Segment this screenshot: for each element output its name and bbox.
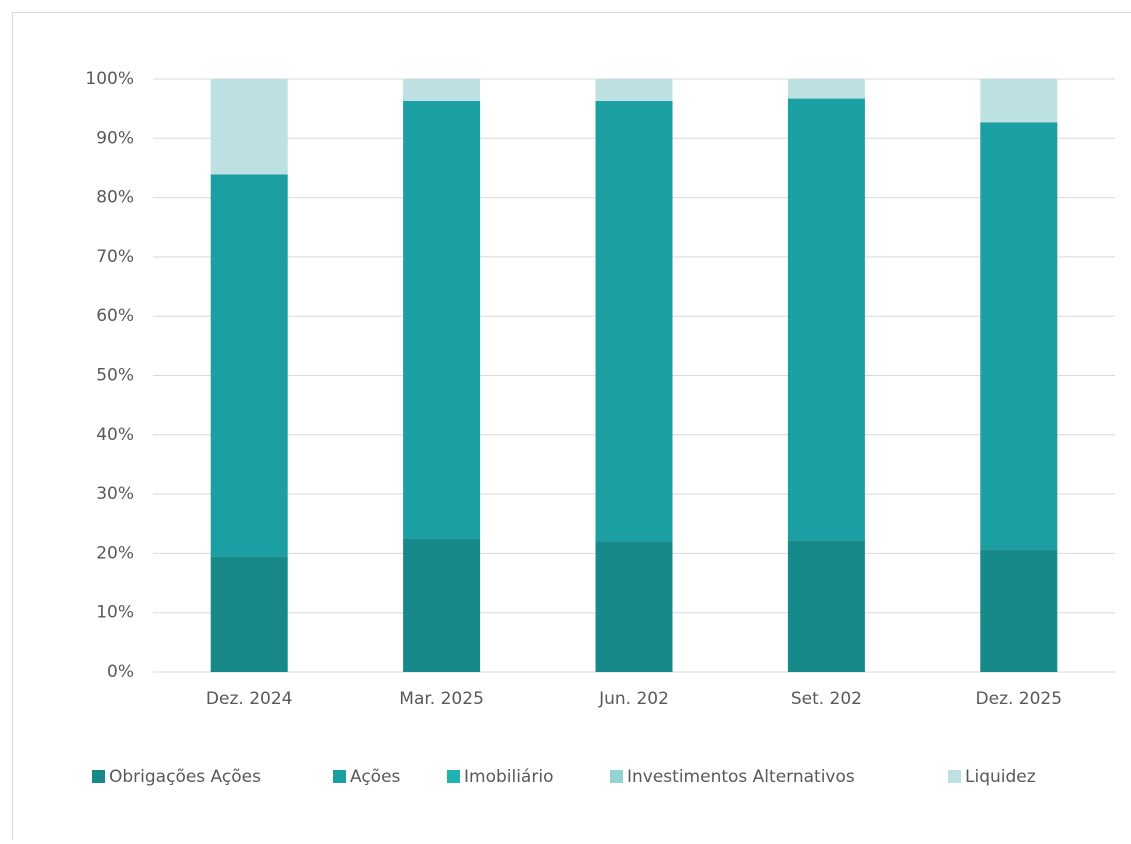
y-tick-label: 60% bbox=[96, 306, 134, 326]
x-tick-label: Dez. 2025 bbox=[976, 689, 1063, 709]
y-tick-label: 0% bbox=[107, 662, 134, 682]
bar-segment bbox=[403, 539, 480, 672]
legend-swatch bbox=[333, 770, 346, 783]
chart-frame bbox=[13, 13, 1131, 841]
bar-segment bbox=[788, 99, 865, 541]
bar-segment bbox=[403, 101, 480, 539]
y-tick-label: 100% bbox=[85, 69, 134, 89]
bar-segment bbox=[788, 79, 865, 99]
legend-swatch bbox=[948, 770, 961, 783]
y-tick-label: 40% bbox=[96, 425, 134, 445]
bar-segment bbox=[211, 79, 288, 174]
bar-segment bbox=[211, 174, 288, 556]
bar-segment bbox=[211, 556, 288, 672]
bar-segment bbox=[980, 122, 1057, 549]
y-tick-label: 20% bbox=[96, 543, 134, 563]
x-tick-label: Set. 202 bbox=[791, 689, 862, 709]
legend-label: Imobiliário bbox=[464, 767, 553, 787]
legend-swatch bbox=[447, 770, 460, 783]
legend-label: Investimentos Alternativos bbox=[627, 767, 855, 787]
legend-swatch bbox=[92, 770, 105, 783]
bar-segment bbox=[403, 79, 480, 101]
legend-label: Ações bbox=[350, 767, 401, 787]
legend-label: Liquidez bbox=[965, 767, 1036, 787]
bar-segment bbox=[596, 79, 673, 101]
bar-segment bbox=[596, 542, 673, 672]
bar-segment bbox=[980, 549, 1057, 672]
bar-segment bbox=[596, 101, 673, 542]
y-tick-label: 10% bbox=[96, 603, 134, 623]
y-tick-label: 50% bbox=[96, 366, 134, 386]
y-tick-label: 90% bbox=[96, 128, 134, 148]
y-tick-label: 70% bbox=[96, 247, 134, 267]
bar-segment bbox=[980, 79, 1057, 122]
legend-label: Obrigações Ações bbox=[109, 767, 261, 787]
x-tick-label: Jun. 202 bbox=[598, 689, 669, 709]
x-tick-label: Dez. 2024 bbox=[206, 689, 293, 709]
legend-swatch bbox=[610, 770, 623, 783]
y-tick-label: 80% bbox=[96, 188, 134, 208]
x-tick-label: Mar. 2025 bbox=[399, 689, 484, 709]
bar-segment bbox=[788, 540, 865, 672]
y-tick-label: 30% bbox=[96, 484, 134, 504]
